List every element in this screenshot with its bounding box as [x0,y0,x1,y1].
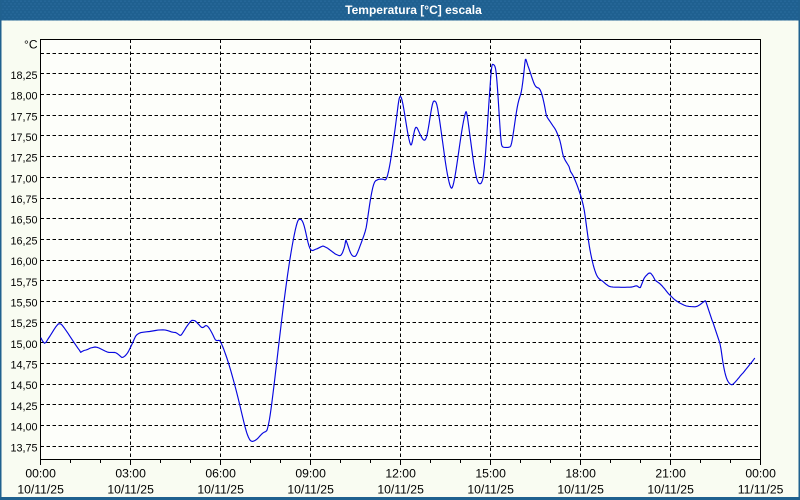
svg-text:11/11/25: 11/11/25 [738,483,784,497]
svg-text:15:00: 15:00 [475,467,506,481]
svg-text:16,75: 16,75 [10,194,37,206]
svg-text:10/11/25: 10/11/25 [197,483,244,497]
svg-text:15,50: 15,50 [10,298,37,310]
svg-text:09:00: 09:00 [295,467,326,481]
svg-text:10/11/25: 10/11/25 [647,483,694,497]
svg-text:17,00: 17,00 [10,173,37,185]
svg-text:03:00: 03:00 [115,467,146,481]
svg-text:21:00: 21:00 [655,467,686,481]
svg-text:10/11/25: 10/11/25 [107,483,154,497]
svg-text:18,00: 18,00 [10,91,37,103]
svg-text:06:00: 06:00 [205,467,236,481]
svg-text:14,00: 14,00 [10,422,37,434]
svg-text:°C: °C [24,38,38,52]
svg-text:10/11/25: 10/11/25 [377,483,424,497]
svg-text:16,50: 16,50 [10,215,37,227]
svg-text:16,25: 16,25 [10,235,37,247]
svg-text:14,25: 14,25 [10,401,37,413]
svg-text:12:00: 12:00 [385,467,416,481]
svg-text:10/11/25: 10/11/25 [557,483,604,497]
svg-text:17,75: 17,75 [10,111,37,123]
svg-text:10/11/25: 10/11/25 [287,483,334,497]
svg-text:15,75: 15,75 [10,277,37,289]
svg-text:13,75: 13,75 [10,442,37,454]
svg-text:17,25: 17,25 [10,153,37,165]
svg-text:10/11/25: 10/11/25 [17,483,64,497]
svg-text:15,00: 15,00 [10,339,37,351]
svg-text:10/11/25: 10/11/25 [467,483,514,497]
svg-text:14,50: 14,50 [10,380,37,392]
svg-text:00:00: 00:00 [25,467,56,481]
svg-text:Temperatura [°C] escala: Temperatura [°C] escala [345,3,482,17]
svg-text:00:00: 00:00 [745,467,776,481]
svg-text:17,50: 17,50 [10,132,37,144]
svg-text:16,00: 16,00 [10,256,37,268]
svg-text:15,25: 15,25 [10,318,37,330]
svg-text:18,25: 18,25 [10,70,37,82]
svg-text:14,75: 14,75 [10,360,37,372]
svg-text:18:00: 18:00 [565,467,596,481]
